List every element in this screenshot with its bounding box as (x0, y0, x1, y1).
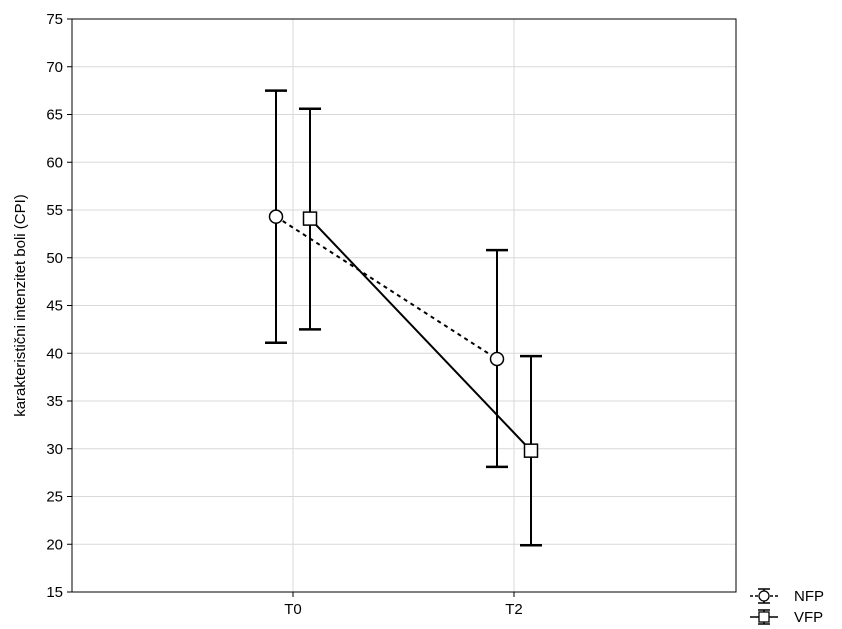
legend-label: VFP (794, 609, 823, 626)
y-tick-label: 25 (46, 489, 63, 506)
y-axis-label: karakteristični intenzitet boli (CPI) (12, 194, 29, 417)
series-nfp (265, 89, 508, 469)
y-tick-label: 30 (46, 441, 63, 458)
legend-item-vfp: VFP (750, 609, 823, 626)
x-tick-label: T0 (284, 601, 302, 618)
legend-label: NFP (794, 588, 824, 605)
y-tick-label: 70 (46, 59, 63, 76)
legend-marker-circle (758, 590, 770, 602)
gridlines (72, 19, 736, 592)
legend-item-nfp: NFP (750, 588, 824, 605)
y-tick-label: 50 (46, 250, 63, 267)
y-tick-label: 65 (46, 107, 63, 124)
y-tick-label: 60 (46, 154, 63, 171)
data-point-circle (268, 209, 284, 224)
x-tick-label: T2 (505, 601, 523, 618)
series-line (309, 217, 532, 452)
legend: NFP VFP (750, 588, 824, 626)
series-layer (265, 89, 542, 547)
x-axis-ticks: T0 T2 (284, 592, 523, 618)
y-tick-label: 55 (46, 202, 63, 219)
y-tick-label: 75 (46, 11, 63, 28)
y-tick-label: 40 (46, 345, 63, 362)
y-tick-label: 45 (46, 298, 63, 315)
data-point-circle (489, 351, 505, 367)
series-vfp (299, 107, 542, 547)
series-line (275, 215, 498, 360)
data-point-square (523, 443, 539, 458)
data-point-square (302, 211, 318, 226)
y-axis-ticks: 15 20 25 30 35 40 45 50 55 60 65 70 75 (46, 11, 72, 601)
y-tick-label: 20 (46, 536, 63, 553)
y-tick-label: 15 (46, 584, 63, 601)
y-tick-label: 35 (46, 393, 63, 410)
legend-marker-square (758, 611, 770, 623)
